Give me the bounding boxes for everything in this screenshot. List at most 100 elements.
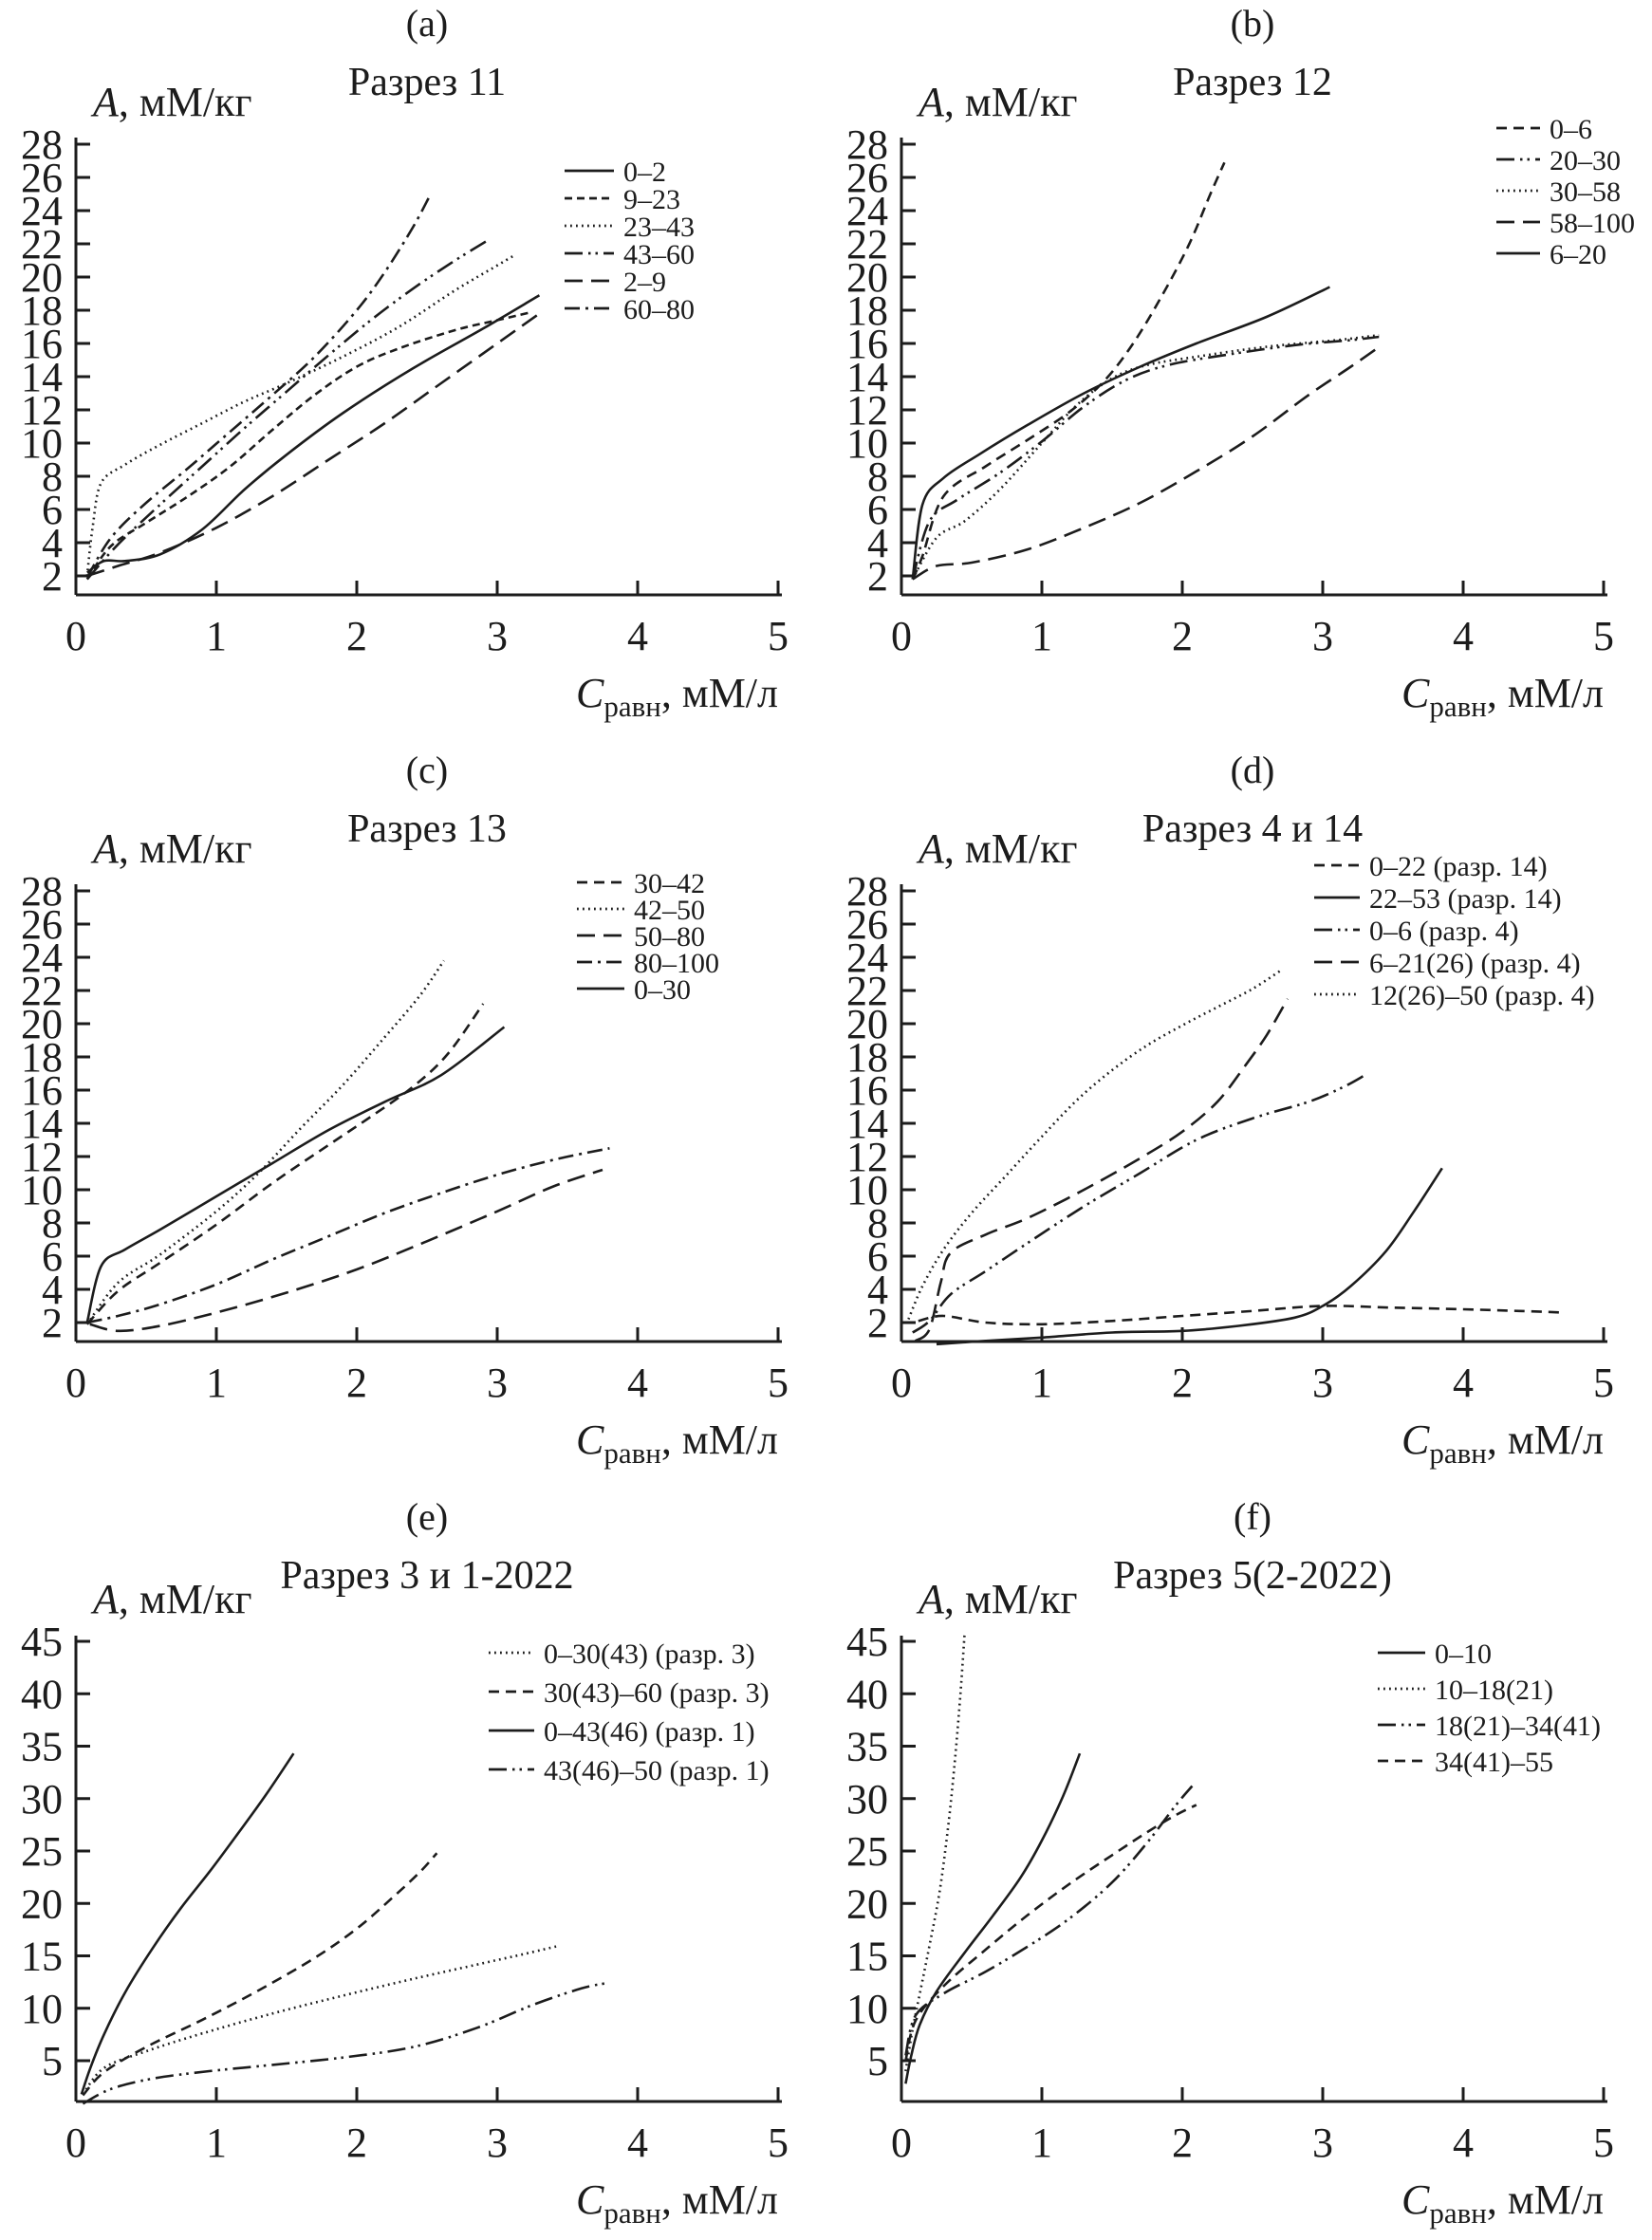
y-tick-label: 20 bbox=[846, 254, 888, 301]
y-tick-label: 20 bbox=[21, 1880, 63, 1927]
y-tick-label: 18 bbox=[846, 1034, 888, 1081]
y-tick-label: 15 bbox=[21, 1934, 63, 1980]
y-tick-label: 28 bbox=[21, 121, 63, 168]
chart-d: (d)Разрез 4 и 14A, мМ/кг2468101214161820… bbox=[846, 749, 1614, 1470]
panel-letter: (a) bbox=[406, 2, 448, 45]
panel-b: (b) Разрез 12 A, мМ/кг 2 4 6 8 10 12 14 16 18 20 22 24… bbox=[826, 0, 1652, 747]
y-tick-label: 10 bbox=[21, 1986, 63, 2032]
x-tick-label: 4 bbox=[1453, 2120, 1474, 2166]
y-tick-label: 45 bbox=[21, 1619, 63, 1665]
y-tick-label: 2 bbox=[42, 553, 63, 600]
x-axis-label: Cравн, мМ/л bbox=[1401, 670, 1604, 723]
y-tick-label: 4 bbox=[42, 1267, 63, 1313]
y-tick-label: 4 bbox=[42, 520, 63, 566]
y-tick-label: 24 bbox=[21, 935, 63, 981]
series-3-curve bbox=[904, 1804, 1197, 2062]
y-tick-label: 5 bbox=[42, 2038, 63, 2084]
y-tick-label: 28 bbox=[846, 868, 888, 915]
y-tick-label: 4 bbox=[867, 1267, 888, 1313]
x-tick-label: 1 bbox=[206, 1360, 227, 1406]
y-tick-label: 25 bbox=[21, 1828, 63, 1875]
y-tick-label: 5 bbox=[867, 2038, 888, 2084]
series-4-curve bbox=[85, 1026, 506, 1324]
legend-label-4: 0–30 bbox=[634, 974, 691, 1006]
y-axis-label: A, мМ/кг bbox=[90, 1576, 252, 1622]
chart-f: (f)Разрез 5(2-2022)A, мМ/кг5101520253035… bbox=[846, 1495, 1614, 2230]
y-tick-label: 22 bbox=[21, 968, 63, 1014]
x-tick-label: 2 bbox=[346, 613, 367, 659]
y-tick-label: 14 bbox=[21, 354, 63, 400]
x-axis-label: Cравн, мМ/л bbox=[576, 670, 778, 723]
y-tick-label: 10 bbox=[846, 1986, 888, 2032]
legend-label-0: 0–6 bbox=[1550, 114, 1592, 145]
chart-title: Разрез 3 и 1-2022 bbox=[280, 1554, 573, 1598]
y-tick-label: 12 bbox=[846, 387, 888, 434]
x-tick-label: 5 bbox=[768, 2120, 789, 2166]
y-tick-label: 14 bbox=[846, 1101, 888, 1147]
legend-label-3: 34(41)–55 bbox=[1435, 1747, 1553, 1778]
chart-title: Разрез 5(2-2022) bbox=[1113, 1554, 1392, 1598]
x-tick-label: 1 bbox=[1031, 2120, 1052, 2166]
y-axis-label: A, мМ/кг bbox=[916, 1576, 1078, 1622]
x-tick-label: 0 bbox=[65, 1360, 86, 1406]
y-tick-label: 22 bbox=[846, 968, 888, 1014]
series-0-curve bbox=[85, 1003, 485, 1325]
series-1-curve bbox=[911, 335, 1380, 580]
x-tick-label: 3 bbox=[487, 613, 508, 659]
x-tick-label: 5 bbox=[1593, 2120, 1614, 2166]
x-tick-label: 2 bbox=[1172, 1360, 1193, 1406]
legend-label-4: 6–20 bbox=[1550, 239, 1606, 270]
legend-label-0: 0–2 bbox=[623, 157, 666, 188]
y-tick-label: 40 bbox=[21, 1671, 63, 1717]
y-tick-label: 2 bbox=[867, 553, 888, 600]
y-tick-label: 40 bbox=[846, 1671, 888, 1717]
y-tick-label: 20 bbox=[21, 254, 63, 301]
series-1-curve bbox=[82, 1852, 438, 2097]
x-tick-label: 3 bbox=[487, 1360, 508, 1406]
panel-e: (e) Разрез 3 и 1-2022 A, мМ/кг 5 10 15 20 25 30 3… bbox=[0, 1493, 826, 2240]
series-4-curve bbox=[86, 312, 541, 578]
legend-label-4: 2–9 bbox=[623, 267, 666, 298]
y-tick-label: 20 bbox=[21, 1001, 63, 1047]
series-2-curve bbox=[80, 1752, 295, 2095]
chart-title: Разрез 4 и 14 bbox=[1142, 807, 1363, 851]
y-tick-label: 45 bbox=[846, 1619, 888, 1665]
y-tick-label: 2 bbox=[867, 1300, 888, 1346]
panel-f: (f) Разрез 5(2-2022) A, мМ/кг 5 10 15 20 25 30 35… bbox=[826, 1493, 1652, 2240]
x-axis-label: Cравн, мМ/л bbox=[1401, 1416, 1604, 1470]
y-tick-label: 22 bbox=[846, 221, 888, 268]
legend-label-2: 18(21)–34(41) bbox=[1435, 1711, 1601, 1742]
series-2-curve bbox=[912, 1074, 1366, 1334]
x-tick-label: 3 bbox=[487, 2120, 508, 2166]
legend-label-2: 23–43 bbox=[623, 212, 695, 243]
y-tick-label: 10 bbox=[21, 1167, 63, 1213]
x-tick-label: 5 bbox=[768, 1360, 789, 1406]
y-tick-label: 28 bbox=[846, 121, 888, 168]
y-tick-label: 35 bbox=[846, 1724, 888, 1770]
y-tick-label: 15 bbox=[846, 1934, 888, 1980]
y-tick-label: 26 bbox=[846, 155, 888, 201]
y-tick-label: 18 bbox=[846, 287, 888, 334]
series-2-curve bbox=[911, 334, 1380, 581]
y-tick-label: 16 bbox=[846, 321, 888, 367]
legend-label-3: 43–60 bbox=[623, 239, 695, 270]
x-tick-label: 1 bbox=[1031, 613, 1052, 659]
panel-letter: (f) bbox=[1234, 1495, 1271, 1538]
legend-label-2: 0–43(46) (разр. 1) bbox=[544, 1716, 755, 1748]
y-tick-label: 16 bbox=[21, 321, 63, 367]
y-tick-label: 10 bbox=[846, 420, 888, 467]
series-4-curve bbox=[911, 286, 1330, 580]
x-tick-label: 2 bbox=[1172, 613, 1193, 659]
legend-label-3: 58–100 bbox=[1550, 208, 1635, 239]
x-tick-label: 4 bbox=[627, 1360, 648, 1406]
x-tick-label: 0 bbox=[65, 613, 86, 659]
y-axis-label: A, мМ/кг bbox=[90, 825, 252, 872]
series-0-curve bbox=[918, 1305, 1565, 1326]
y-tick-label: 24 bbox=[846, 188, 888, 234]
series-5-curve bbox=[85, 194, 432, 579]
x-tick-label: 3 bbox=[1312, 1360, 1333, 1406]
x-tick-label: 5 bbox=[768, 613, 789, 659]
x-tick-label: 2 bbox=[346, 1360, 367, 1406]
x-tick-label: 4 bbox=[1453, 1360, 1474, 1406]
